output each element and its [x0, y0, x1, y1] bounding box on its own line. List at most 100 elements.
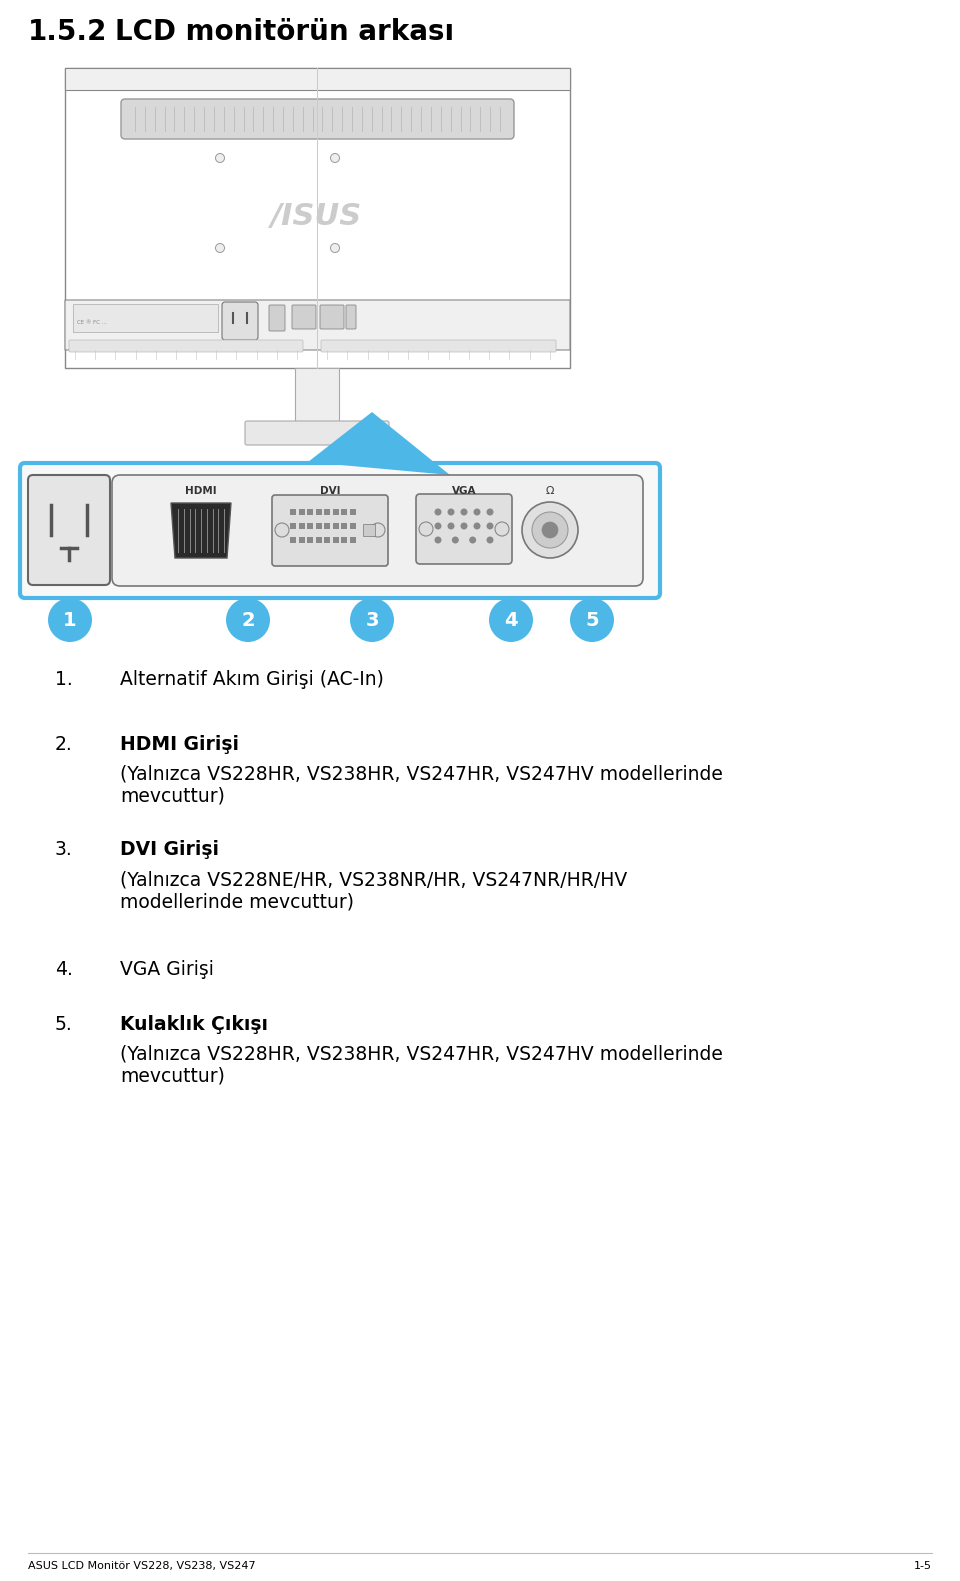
Bar — [316, 538, 322, 542]
Bar — [363, 523, 375, 536]
Circle shape — [461, 509, 468, 515]
Text: /ISUS: /ISUS — [272, 201, 363, 231]
Circle shape — [275, 523, 289, 538]
Polygon shape — [308, 413, 450, 474]
FancyBboxPatch shape — [346, 305, 356, 329]
Circle shape — [542, 522, 558, 538]
Bar — [350, 523, 356, 530]
Bar — [295, 368, 339, 424]
Circle shape — [532, 512, 568, 549]
Text: LCD monitörün arkası: LCD monitörün arkası — [115, 17, 454, 46]
Circle shape — [495, 522, 509, 536]
Circle shape — [452, 536, 459, 544]
Bar — [333, 523, 339, 530]
Circle shape — [570, 598, 614, 642]
Bar — [342, 509, 348, 515]
Text: (Yalnızca VS228HR, VS238HR, VS247HR, VS247HV modellerinde
mevcuttur): (Yalnızca VS228HR, VS238HR, VS247HR, VS2… — [120, 1045, 723, 1086]
FancyBboxPatch shape — [245, 421, 389, 444]
Text: ASUS LCD Monitör VS228, VS238, VS247: ASUS LCD Monitör VS228, VS238, VS247 — [28, 1560, 255, 1572]
Circle shape — [489, 598, 533, 642]
Bar — [316, 509, 322, 515]
Text: CE ® FC ...: CE ® FC ... — [77, 319, 107, 324]
Circle shape — [371, 523, 385, 538]
Circle shape — [350, 598, 394, 642]
Bar — [316, 523, 322, 530]
Bar — [65, 68, 570, 90]
Circle shape — [330, 243, 340, 253]
Text: Kulaklık Çıkışı: Kulaklık Çıkışı — [120, 1015, 268, 1034]
FancyBboxPatch shape — [416, 493, 512, 564]
FancyBboxPatch shape — [292, 305, 316, 329]
Circle shape — [522, 503, 578, 558]
Polygon shape — [171, 503, 231, 558]
Bar — [290, 509, 296, 515]
Bar — [299, 509, 304, 515]
Text: HDMI Girişi: HDMI Girişi — [120, 735, 239, 754]
Bar — [290, 523, 296, 530]
Circle shape — [435, 522, 442, 530]
Circle shape — [419, 522, 433, 536]
Text: Ω: Ω — [545, 485, 554, 496]
Text: DVI: DVI — [320, 485, 340, 496]
Bar — [299, 538, 304, 542]
FancyBboxPatch shape — [20, 463, 660, 598]
Circle shape — [330, 153, 340, 163]
Bar — [333, 538, 339, 542]
Text: (Yalnızca VS228NE/HR, VS238NR/HR, VS247NR/HR/HV
modellerinde mevcuttur): (Yalnızca VS228NE/HR, VS238NR/HR, VS247N… — [120, 870, 627, 911]
Bar — [324, 509, 330, 515]
Bar — [307, 509, 313, 515]
Text: 3.: 3. — [55, 840, 73, 858]
Bar — [299, 523, 304, 530]
Text: 4: 4 — [504, 610, 517, 629]
Circle shape — [226, 598, 270, 642]
Bar — [307, 523, 313, 530]
Text: VGA Girişi: VGA Girişi — [120, 960, 214, 979]
Text: Alternatif Akım Girişi (AC-In): Alternatif Akım Girişi (AC-In) — [120, 670, 384, 689]
Text: (Yalnızca VS228HR, VS238HR, VS247HR, VS247HV modellerinde
mevcuttur): (Yalnızca VS228HR, VS238HR, VS247HR, VS2… — [120, 765, 723, 806]
Text: 4.: 4. — [55, 960, 73, 979]
Circle shape — [215, 153, 225, 163]
Circle shape — [447, 509, 454, 515]
Circle shape — [48, 598, 92, 642]
FancyBboxPatch shape — [321, 340, 556, 353]
Text: 5.: 5. — [55, 1015, 73, 1034]
Text: 2.: 2. — [55, 735, 73, 754]
Text: 2: 2 — [241, 610, 254, 629]
Bar — [290, 538, 296, 542]
Text: HDMI: HDMI — [185, 485, 217, 496]
Text: 1.: 1. — [55, 670, 73, 689]
Bar — [350, 538, 356, 542]
Circle shape — [473, 522, 481, 530]
FancyBboxPatch shape — [121, 100, 514, 139]
Circle shape — [447, 522, 454, 530]
FancyBboxPatch shape — [272, 495, 388, 566]
FancyBboxPatch shape — [65, 300, 570, 349]
Text: 1-5: 1-5 — [914, 1560, 932, 1572]
Bar — [350, 509, 356, 515]
Text: 1.5.2: 1.5.2 — [28, 17, 108, 46]
FancyBboxPatch shape — [222, 302, 258, 340]
Text: 1: 1 — [63, 610, 77, 629]
FancyBboxPatch shape — [112, 474, 643, 587]
Circle shape — [435, 536, 442, 544]
Bar — [73, 304, 218, 332]
Text: 5: 5 — [586, 610, 599, 629]
Bar — [342, 538, 348, 542]
Circle shape — [469, 536, 476, 544]
FancyBboxPatch shape — [69, 340, 303, 353]
Bar — [342, 523, 348, 530]
Circle shape — [435, 509, 442, 515]
Circle shape — [461, 522, 468, 530]
Bar — [65, 85, 570, 90]
Text: DVI Girişi: DVI Girişi — [120, 840, 219, 858]
Text: VGA: VGA — [452, 485, 476, 496]
Circle shape — [215, 243, 225, 253]
Circle shape — [487, 536, 493, 544]
Text: 3: 3 — [365, 610, 379, 629]
Circle shape — [473, 509, 481, 515]
FancyBboxPatch shape — [269, 305, 285, 330]
Bar — [307, 538, 313, 542]
FancyBboxPatch shape — [28, 474, 110, 585]
Bar — [324, 538, 330, 542]
FancyBboxPatch shape — [320, 305, 344, 329]
